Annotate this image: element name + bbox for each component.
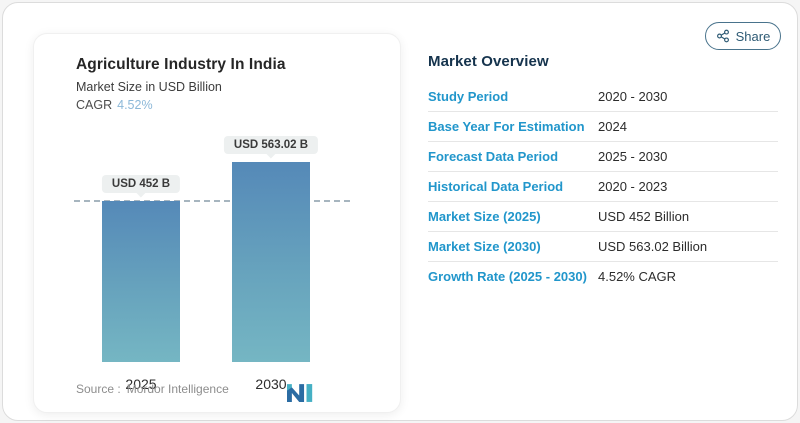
market-size-chart-card: Agriculture Industry In India Market Siz… <box>33 33 401 413</box>
row-label: Base Year For Estimation <box>428 119 585 134</box>
market-overview-table: Study Period 2020 - 2030 Base Year For E… <box>428 82 778 291</box>
table-row: Study Period 2020 - 2030 <box>428 82 778 112</box>
row-value: USD 563.02 Billion <box>598 239 708 254</box>
row-value: 2024 <box>598 119 627 134</box>
source-name: Mordor Intelligence <box>126 382 229 396</box>
row-value: 2020 - 2030 <box>598 89 668 104</box>
bar-group-2025: USD 452 B 2025 <box>101 162 181 392</box>
share-button[interactable]: Share <box>705 22 781 50</box>
mordor-intelligence-logo-icon <box>287 384 313 402</box>
row-value: USD 452 Billion <box>598 209 690 224</box>
table-row: Market Size (2030) USD 563.02 Billion <box>428 232 778 262</box>
chart-subtitle: Market Size in USD Billion <box>76 80 222 94</box>
market-overview-title: Market Overview <box>428 53 549 70</box>
x-axis-label: 2030 <box>255 376 287 392</box>
table-row: Forecast Data Period 2025 - 2030 <box>428 142 778 172</box>
table-row: Market Size (2025) USD 452 Billion <box>428 202 778 232</box>
bar-value-tooltip: USD 452 B <box>101 175 181 193</box>
row-label: Forecast Data Period <box>428 149 559 164</box>
share-icon <box>716 29 729 43</box>
row-label: Market Size (2030) <box>428 239 541 254</box>
source-attribution: Source : Mordor Intelligence <box>76 382 384 402</box>
table-row: Growth Rate (2025 - 2030) 4.52% CAGR <box>428 262 778 291</box>
cagr-label: CAGR <box>76 98 113 112</box>
chart-header: Agriculture Industry In India Market Siz… <box>76 56 384 112</box>
row-value: 2020 - 2023 <box>598 179 668 194</box>
cagr-line: CAGR 4.52% <box>76 98 384 112</box>
bar <box>232 162 310 362</box>
row-label: Market Size (2025) <box>428 209 541 224</box>
row-label: Growth Rate (2025 - 2030) <box>428 269 587 284</box>
reference-line <box>74 200 350 202</box>
row-value: 2025 - 2030 <box>598 149 668 164</box>
row-value: 4.52% CAGR <box>598 269 677 284</box>
cagr-value: 4.52% <box>117 98 153 112</box>
bar-group-2030: USD 563.02 B 2030 <box>223 136 319 392</box>
bar-value-tooltip: USD 563.02 B <box>223 136 319 154</box>
table-row: Historical Data Period 2020 - 2023 <box>428 172 778 202</box>
share-button-label: Share <box>735 28 771 44</box>
row-label: Historical Data Period <box>428 179 564 194</box>
x-axis-label: 2025 <box>125 376 157 392</box>
row-label: Study Period <box>428 89 509 104</box>
bar-chart-plot: USD 452 B 2025 USD 563.02 B 2030 <box>34 136 400 392</box>
source-label: Source : <box>76 382 121 396</box>
chart-title: Agriculture Industry In India <box>76 56 286 73</box>
bar <box>102 201 180 362</box>
table-row: Base Year For Estimation 2024 <box>428 112 778 142</box>
